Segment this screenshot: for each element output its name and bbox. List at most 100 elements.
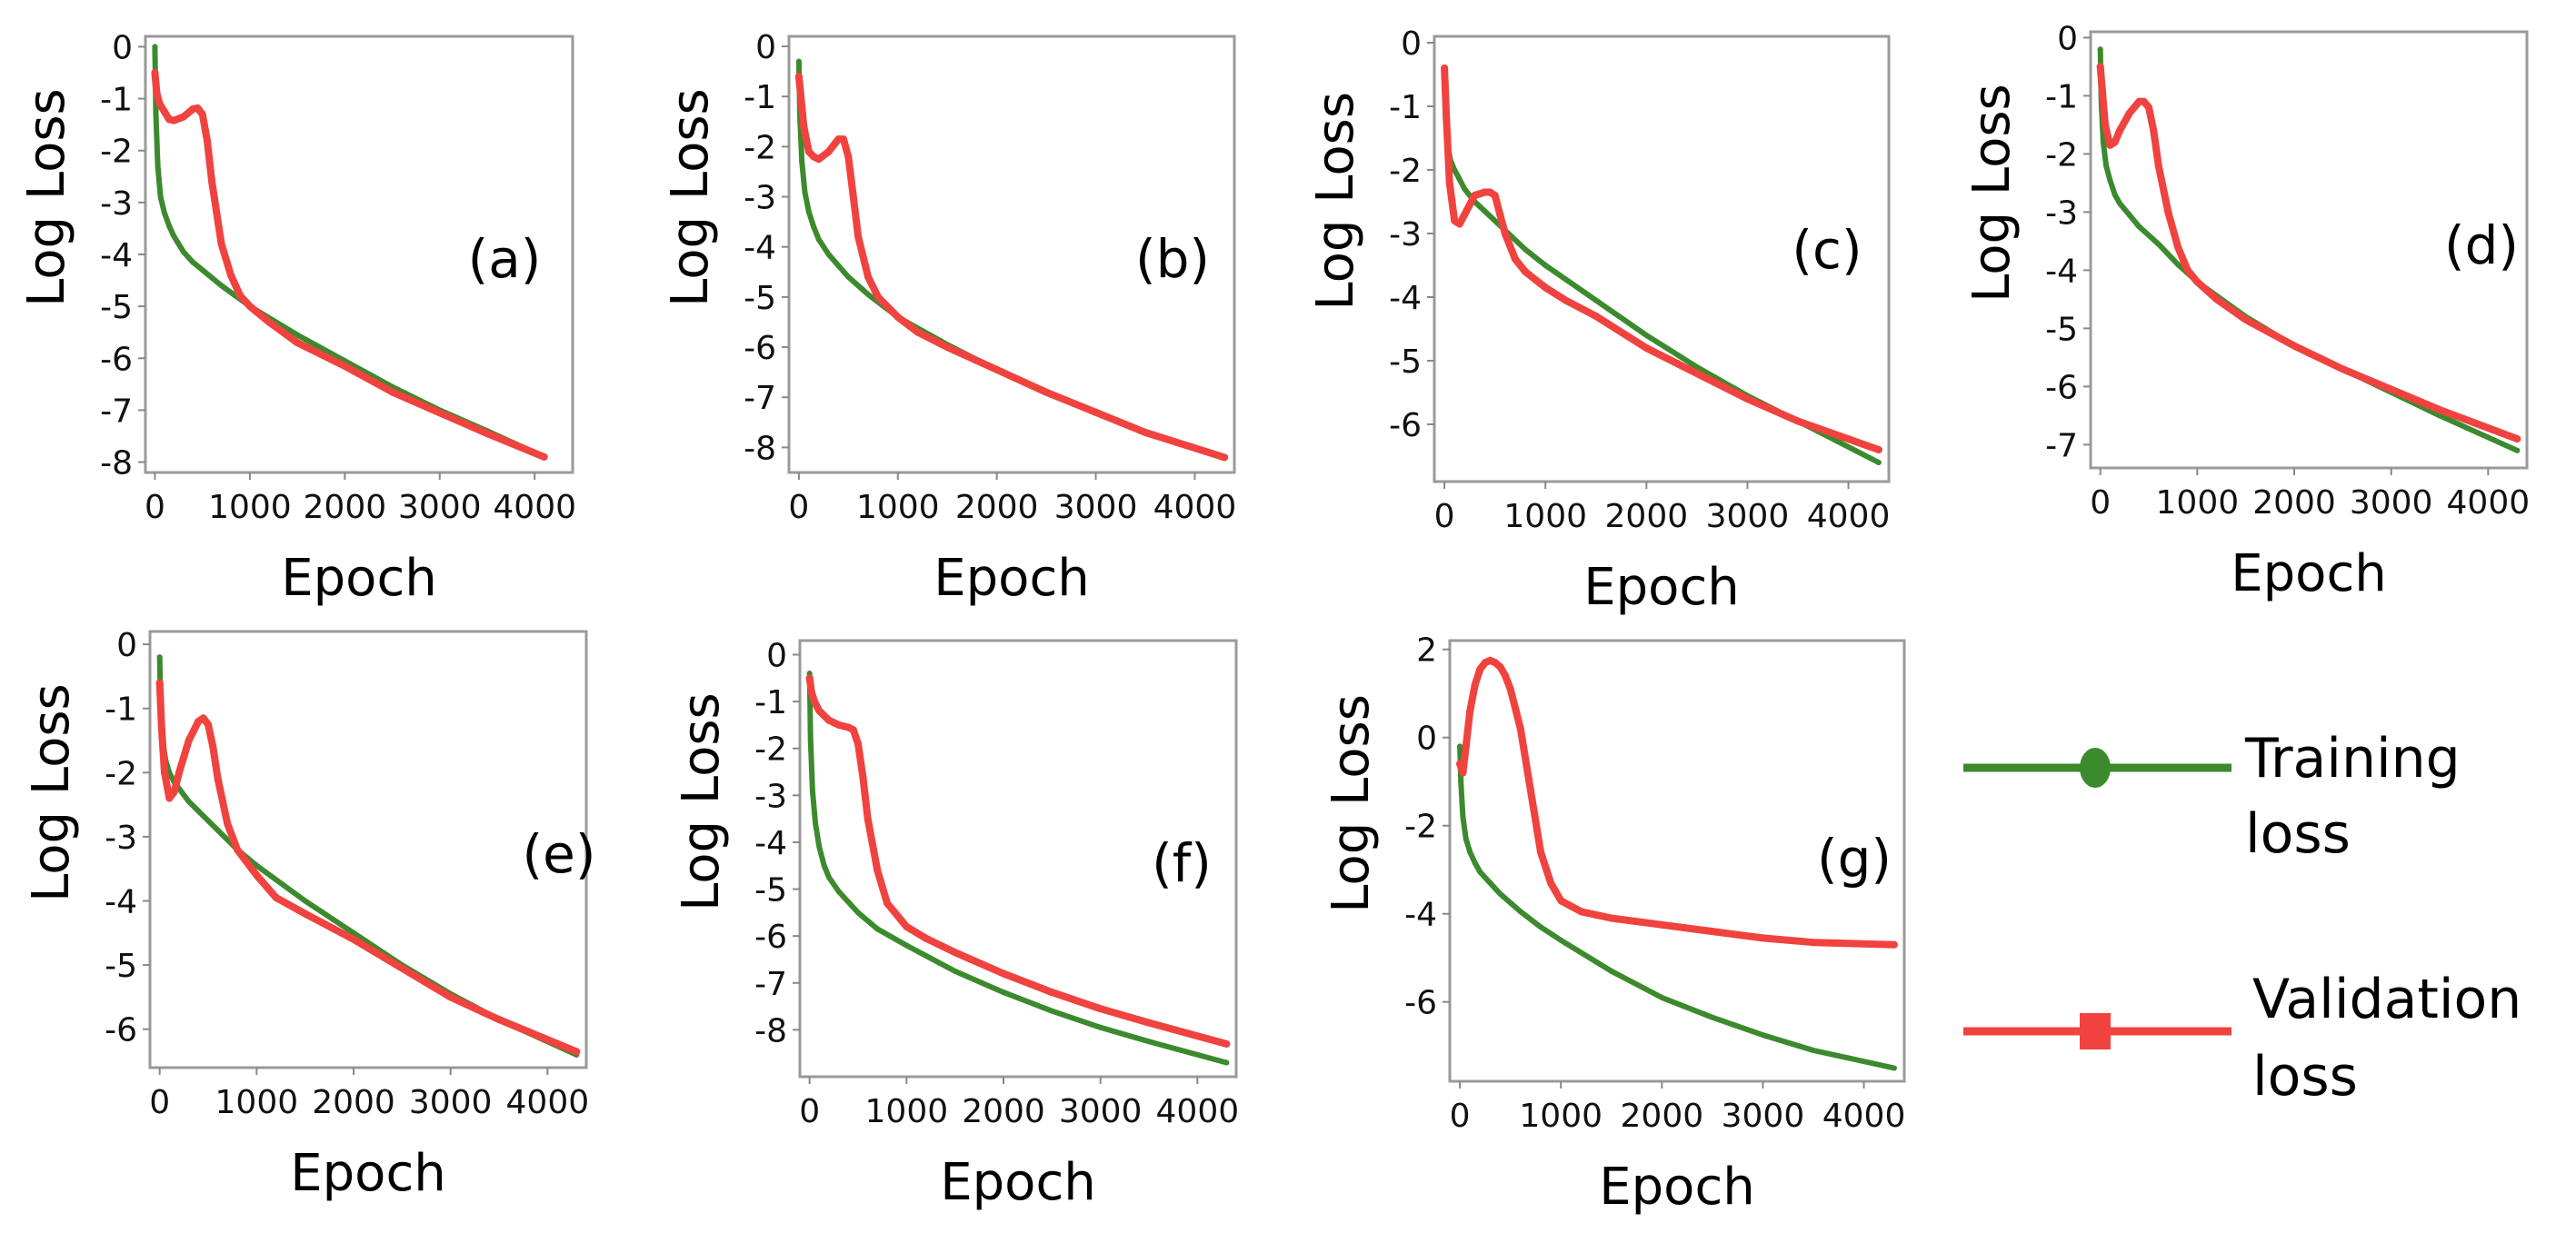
validation-loss-point: [265, 318, 273, 326]
validation-loss-point: [1496, 211, 1504, 218]
training-loss-point: [1146, 1039, 1152, 1045]
plot-frame: [798, 639, 1238, 1079]
x-tick-label: 0: [149, 1084, 170, 1121]
x-tick-label: 4000: [2447, 484, 2531, 522]
validation-loss-point: [2098, 86, 2106, 94]
validation-loss-point: [2242, 315, 2250, 323]
x-tick-label: 4000: [1822, 1098, 1906, 1135]
validation-loss-point: [824, 147, 833, 155]
training-loss-point: [1457, 743, 1463, 750]
validation-loss-point: [794, 73, 803, 81]
legend-validation-marker: [2080, 1013, 2111, 1049]
training-loss-point: [807, 736, 814, 742]
validation-loss-point: [1502, 671, 1510, 680]
x-tick-label: 3000: [1059, 1093, 1143, 1130]
y-tick-label: -6: [2045, 369, 2078, 406]
y-tick-label: -7: [754, 966, 787, 1003]
validation-loss-point: [198, 110, 206, 118]
training-loss-point: [2155, 241, 2162, 247]
training-loss-point: [1462, 186, 1468, 192]
training-loss-point: [2126, 212, 2132, 218]
training-loss-point: [218, 283, 225, 289]
training-loss-point: [166, 223, 173, 229]
x-tick-label: 4000: [493, 489, 576, 526]
x-tick-label: 4000: [1153, 489, 1237, 526]
validation-loss-point: [160, 107, 168, 115]
training-loss-point: [1523, 246, 1528, 253]
validation-loss-point: [234, 846, 241, 853]
plot-frame: [1433, 35, 1891, 483]
validation-loss-point: [1096, 1005, 1104, 1013]
panel-label: (e): [523, 823, 596, 885]
legend-training-marker: [2080, 748, 2111, 788]
training-loss-line: [152, 44, 547, 460]
plot-frame: [2089, 30, 2529, 470]
x-tick-label: 0: [788, 489, 809, 526]
chart-panel-g: 2 0 -2 -4 -6 0 1000 2000 3000 4000 Epoch Log Loss (g…: [1322, 632, 1906, 1217]
training-loss-point: [1538, 924, 1543, 930]
y-tick-label: -2: [744, 129, 776, 166]
y-tick-label: 0: [116, 627, 137, 664]
validation-loss-point: [153, 89, 161, 97]
validation-loss-point: [446, 993, 454, 1001]
x-tick-label: 1000: [215, 1084, 299, 1121]
y-tick-label: -3: [2045, 194, 2078, 232]
training-loss-point: [156, 654, 163, 661]
validation-loss-point: [1092, 408, 1100, 416]
chart-panel-f: 0 -1 -2 -3 -4 -5 -6 -7 -8 0 1000 2000 3000 4000 Epoch L…: [672, 637, 1239, 1212]
validation-loss-point: [844, 153, 853, 161]
x-tick-label: 4000: [1156, 1093, 1240, 1130]
panel-label: (b): [1135, 228, 1210, 290]
validation-loss-point: [227, 271, 235, 279]
validation-loss-point: [170, 116, 178, 124]
training-loss-point: [1477, 869, 1483, 875]
training-loss-point: [1487, 880, 1493, 886]
validation-loss-point: [1522, 268, 1529, 275]
training-loss-point: [1482, 208, 1488, 214]
validation-loss-point: [573, 1048, 581, 1056]
training-loss-point: [161, 210, 167, 216]
validation-loss-point: [1708, 928, 1716, 936]
y-tick-label: -8: [100, 445, 133, 482]
validation-loss-point: [1759, 934, 1767, 942]
validation-loss-point: [157, 723, 165, 731]
y-axis-title: Log Loss: [22, 683, 81, 902]
validation-loss-point: [1506, 685, 1514, 693]
training-loss-point: [199, 267, 205, 273]
training-loss-point: [1497, 890, 1503, 897]
y-tick-label: -3: [744, 180, 776, 217]
x-axis-title: Epoch: [2231, 544, 2386, 603]
training-loss-point: [1875, 460, 1882, 465]
x-tick-label: 2000: [955, 489, 1039, 526]
y-tick-label: -7: [744, 380, 776, 417]
y-tick-label: -6: [100, 341, 133, 378]
x-axis-title: Epoch: [940, 1153, 1095, 1212]
training-loss-point: [1472, 860, 1478, 866]
training-loss-point: [815, 236, 822, 243]
validation-loss-point: [800, 123, 808, 131]
x-tick-label: 3000: [409, 1084, 493, 1121]
x-tick-label: 1000: [208, 489, 292, 526]
training-loss-point: [2107, 177, 2113, 184]
legend-training-label-cont: loss: [2245, 802, 2351, 866]
x-axis-title: Epoch: [281, 549, 436, 608]
x-tick-label: 1000: [865, 1093, 949, 1130]
training-loss-point: [904, 942, 910, 949]
validation-loss-point: [2387, 385, 2395, 393]
training-loss-point: [1456, 176, 1463, 183]
training-loss-point: [802, 189, 808, 195]
validation-loss-point: [1496, 663, 1504, 671]
validation-loss-point: [814, 155, 823, 164]
validation-loss-point: [1743, 395, 1752, 403]
validation-loss-point: [1526, 786, 1534, 794]
validation-loss-point: [1223, 1039, 1231, 1048]
validation-loss-point: [1810, 939, 1817, 947]
training-loss-point: [2136, 224, 2142, 230]
validation-loss-point: [849, 193, 857, 201]
validation-loss-point: [217, 240, 225, 248]
training-loss-point: [874, 926, 881, 932]
y-tick-label: -5: [754, 872, 787, 910]
y-axis-title: Log Loss: [1306, 92, 1365, 311]
y-tick-label: 0: [755, 29, 776, 66]
training-loss-point: [1463, 836, 1469, 842]
